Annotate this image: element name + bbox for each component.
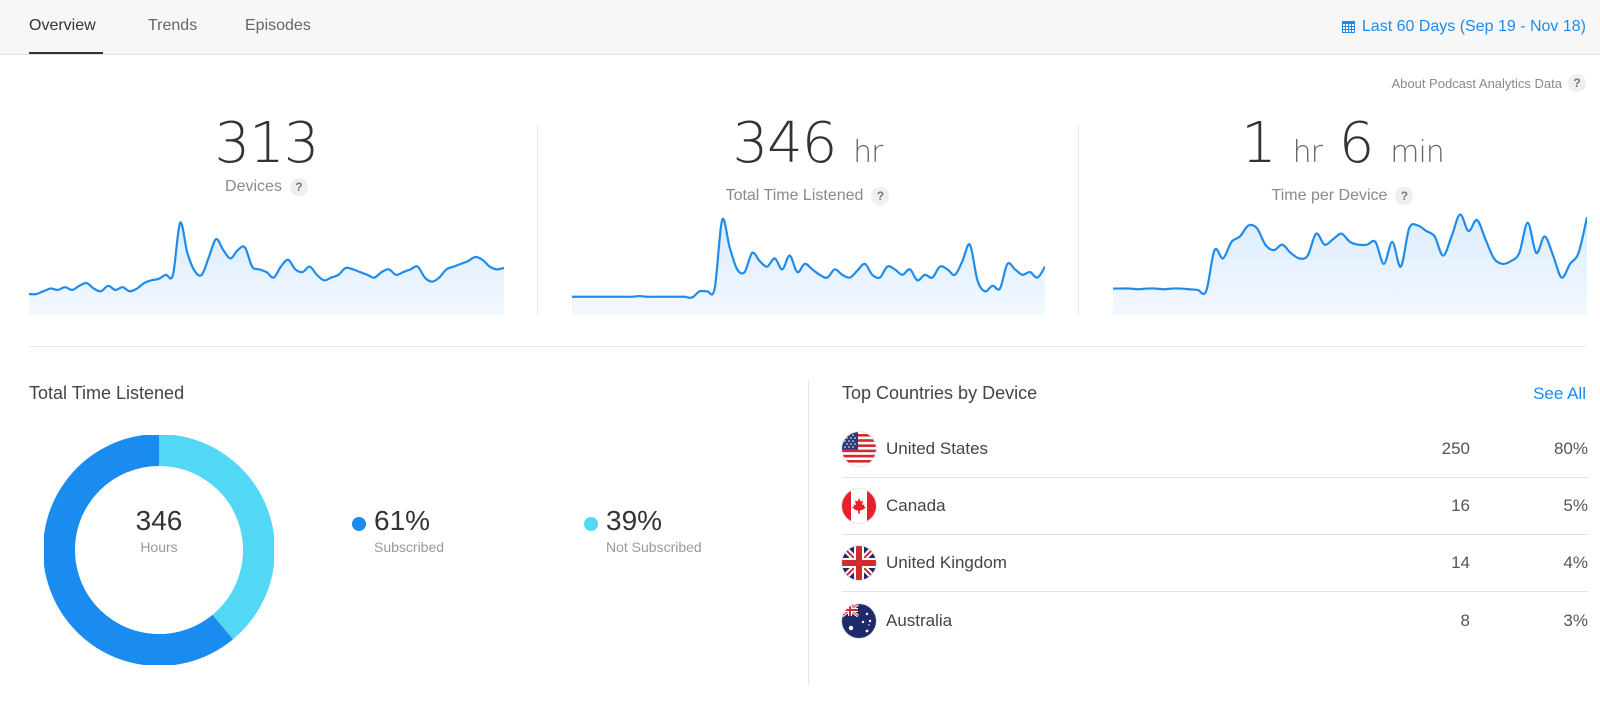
time-per-device-sparkline [1113,213,1587,315]
country-percent: 3% [1563,610,1588,630]
country-row: United States 250 80% [842,421,1588,478]
canada-flag-icon [842,489,876,523]
country-name: United Kingdom [886,553,1007,572]
devices-label: Devices [225,178,282,195]
minutes-value: 6 [1338,111,1375,176]
country-percent: 80% [1553,439,1588,458]
total-time-unit: hr [853,135,883,170]
time-per-device-label: Time per Device [1271,187,1388,204]
help-icon[interactable]: ? [289,178,308,196]
section-divider-vertical [808,380,809,685]
tab-trends[interactable]: Trends [148,17,198,34]
country-percent: 5% [1563,496,1588,515]
country-count: 8 [1460,610,1470,630]
donut-center: 346 Hours [44,505,274,555]
metric-devices: 313 Devices ? [29,110,504,196]
subscription-donut-chart [44,435,274,665]
devices-value: 313 [214,111,320,176]
see-all-link[interactable]: See All [1533,384,1586,403]
legend-subscribed: 61% Subscribed [352,505,444,555]
country-name: Canada [886,496,946,515]
calendar-icon [1341,21,1355,33]
devices-sparkline [29,221,504,315]
date-range-label: Last 60 Days (Sep 19 - Nov 18) [1361,18,1586,35]
help-icon[interactable]: ? [1568,74,1586,92]
active-tab-indicator [29,52,103,54]
total-time-label: Total Time Listened [725,187,864,204]
country-count: 16 [1451,496,1470,515]
us-flag-icon [842,432,876,466]
about-label: About Podcast Analytics Data [1391,75,1562,91]
about-analytics-link[interactable]: About Podcast Analytics Data ? [1391,74,1586,92]
metric-time-per-device: 1 hr 6 min Time per Device ? [1105,110,1580,205]
country-row: Australia 8 3% [842,592,1588,649]
subscribed-label: Subscribed [374,539,445,555]
country-name: Australia [886,610,953,630]
not-subscribed-label: Not Subscribed [606,539,702,555]
tab-overview[interactable]: Overview [29,17,96,34]
not-subscribed-dot-icon [584,517,598,531]
country-row: United Kingdom 14 4% [842,535,1588,592]
country-name: United States [886,439,989,458]
country-count: 250 [1441,439,1470,458]
total-time-value: 346 [732,111,837,176]
uk-flag-icon [842,546,876,580]
country-percent: 4% [1563,553,1588,572]
subscribed-segment [44,435,233,665]
help-icon[interactable]: ? [1395,187,1414,205]
subscribed-dot-icon [352,517,366,531]
country-count: 14 [1451,553,1470,572]
total-time-sparkline [572,217,1045,315]
top-nav-bar: Overview Trends Episodes Last 60 Days (S… [0,0,1600,55]
donut-center-label: Hours [140,539,178,555]
subscribed-pct: 61% [374,505,431,536]
legend-not-subscribed: 39% Not Subscribed [584,505,702,555]
country-list: United States 250 80% Canada 16 5% Unite… [842,421,1588,649]
total-time-section-title: Total Time Listened [29,383,185,403]
hours-unit: hr [1292,135,1323,170]
divider [537,125,538,315]
metric-total-time: 346 hr Total Time Listened ? [570,110,1045,205]
country-row: Canada 16 5% [842,478,1588,535]
australia-flag-icon [842,603,876,638]
minutes-unit: min [1390,135,1445,170]
not-subscribed-segment [158,435,274,640]
not-subscribed-pct: 39% [606,505,663,536]
top-countries-title: Top Countries by Device [842,383,1038,403]
help-icon[interactable]: ? [871,187,890,205]
tab-episodes[interactable]: Episodes [245,17,311,34]
hours-value: 1 [1241,111,1277,176]
donut-center-value: 346 [135,505,183,536]
section-divider [29,346,1586,347]
date-range-selector[interactable]: Last 60 Days (Sep 19 - Nov 18) [1341,18,1586,36]
divider [1078,125,1079,315]
